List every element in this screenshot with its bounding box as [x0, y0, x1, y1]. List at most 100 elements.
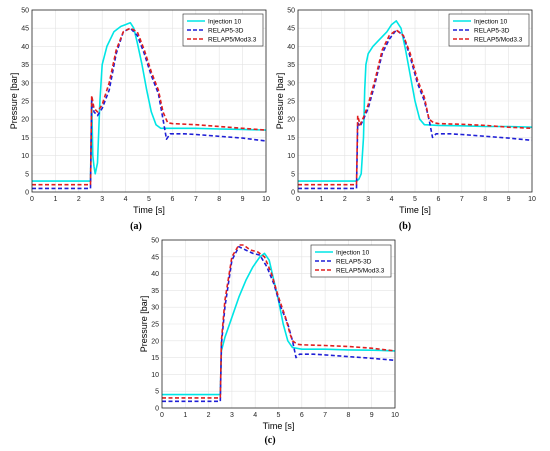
x-tick-label: 0	[30, 196, 34, 203]
series-line-injection-10	[298, 20, 533, 182]
legend-label: RELAP5-3D	[336, 258, 372, 265]
y-tick-label: 35	[151, 288, 159, 295]
x-tick-label: 3	[100, 196, 104, 203]
x-axis-title: Time [s]	[263, 421, 295, 431]
legend-label: Injection 10	[336, 249, 370, 256]
legend: Injection 10 RELAP5-3D RELAP5/Mod3.3	[182, 13, 264, 47]
x-tick-label: 7	[460, 196, 464, 203]
x-tick-label: 4	[124, 196, 128, 203]
x-tick-label: 5	[413, 196, 417, 203]
legend-label: RELAP5/Mod3.3	[208, 36, 257, 43]
series-line-relap5-3d	[162, 245, 396, 403]
y-axis-title: Pressure [bar]	[139, 296, 149, 353]
x-tick-label: 3	[366, 196, 370, 203]
x-tick-label: 9	[370, 412, 374, 419]
x-tick-label: 6	[170, 196, 174, 203]
legend-label: Injection 10	[208, 18, 242, 25]
x-tick-label: 6	[300, 412, 304, 419]
series-line-relap5-mod33	[298, 29, 533, 186]
legend-label: RELAP5/Mod3.3	[336, 267, 385, 274]
plot-frame	[297, 9, 533, 193]
x-tick-label: 3	[230, 412, 234, 419]
x-tick-label: 9	[241, 196, 245, 203]
y-tick-label: 5	[25, 171, 29, 178]
y-tick-label: 35	[287, 62, 295, 69]
y-tick-label: 50	[287, 8, 295, 15]
y-tick-label: 5	[291, 171, 295, 178]
legend-label: RELAP5-3D	[474, 27, 510, 34]
x-tick-label: 7	[194, 196, 198, 203]
x-tick-label: 0	[296, 196, 300, 203]
y-tick-label: 50	[151, 238, 159, 245]
series-line-relap5-mod33	[162, 244, 396, 399]
y-tick-label: 50	[21, 8, 29, 15]
x-tick-label: 1	[53, 196, 57, 203]
legend-label: RELAP5/Mod3.3	[474, 36, 523, 43]
x-tick-label: 8	[217, 196, 221, 203]
x-tick-label: 2	[207, 412, 211, 419]
y-axis-title: Pressure [bar]	[275, 73, 285, 130]
y-tick-label: 15	[21, 135, 29, 142]
x-tick-label: 10	[528, 196, 536, 203]
panel-label: (c)	[264, 435, 275, 446]
y-tick-label: 45	[151, 254, 159, 261]
y-tick-label: 25	[151, 322, 159, 329]
plot-frame	[161, 239, 396, 409]
x-tick-label: 8	[346, 412, 350, 419]
y-tick-label: 15	[287, 135, 295, 142]
legend-label: Injection 10	[474, 18, 508, 25]
x-tick-label: 9	[507, 196, 511, 203]
y-tick-label: 0	[25, 190, 29, 197]
x-tick-label: 1	[183, 412, 187, 419]
y-tick-label: 0	[291, 190, 295, 197]
x-tick-label: 6	[436, 196, 440, 203]
x-tick-label: 0	[160, 412, 164, 419]
y-tick-label: 20	[151, 338, 159, 345]
y-tick-label: 40	[151, 271, 159, 278]
panel-label: (b)	[399, 221, 411, 232]
y-tick-label: 45	[287, 26, 295, 33]
series-line-relap5-3d	[32, 27, 267, 190]
y-tick-label: 20	[21, 117, 29, 124]
plot-frame	[31, 9, 267, 193]
y-tick-label: 35	[21, 62, 29, 69]
y-tick-label: 10	[151, 372, 159, 379]
x-tick-label: 1	[319, 196, 323, 203]
y-tick-label: 30	[151, 305, 159, 312]
y-tick-label: 40	[21, 44, 29, 51]
y-tick-label: 20	[287, 117, 295, 124]
x-tick-label: 10	[391, 412, 399, 419]
x-tick-label: 5	[277, 412, 281, 419]
y-tick-label: 45	[21, 26, 29, 33]
y-tick-label: 25	[21, 99, 29, 106]
panel-label: (a)	[130, 221, 142, 232]
series-line-injection-10	[162, 252, 396, 396]
y-tick-label: 5	[155, 389, 159, 396]
x-tick-label: 10	[262, 196, 270, 203]
legend: Injection 10 RELAP5-3D RELAP5/Mod3.3	[448, 13, 530, 47]
y-tick-label: 40	[287, 44, 295, 51]
y-tick-label: 10	[21, 153, 29, 160]
y-tick-label: 25	[287, 99, 295, 106]
legend: Injection 10 RELAP5-3D RELAP5/Mod3.3	[310, 244, 392, 278]
y-tick-label: 30	[287, 80, 295, 87]
x-tick-label: 5	[147, 196, 151, 203]
y-axis-title: Pressure [bar]	[9, 73, 19, 130]
x-tick-label: 7	[323, 412, 327, 419]
y-tick-label: 0	[155, 406, 159, 413]
y-tick-label: 15	[151, 355, 159, 362]
x-tick-label: 4	[253, 412, 257, 419]
y-tick-label: 10	[287, 153, 295, 160]
x-axis-title: Time [s]	[133, 205, 165, 215]
y-tick-label: 30	[21, 80, 29, 87]
x-tick-label: 4	[390, 196, 394, 203]
x-tick-label: 2	[77, 196, 81, 203]
x-axis-title: Time [s]	[399, 205, 431, 215]
x-tick-label: 8	[483, 196, 487, 203]
x-tick-label: 2	[343, 196, 347, 203]
legend-label: RELAP5-3D	[208, 27, 244, 34]
